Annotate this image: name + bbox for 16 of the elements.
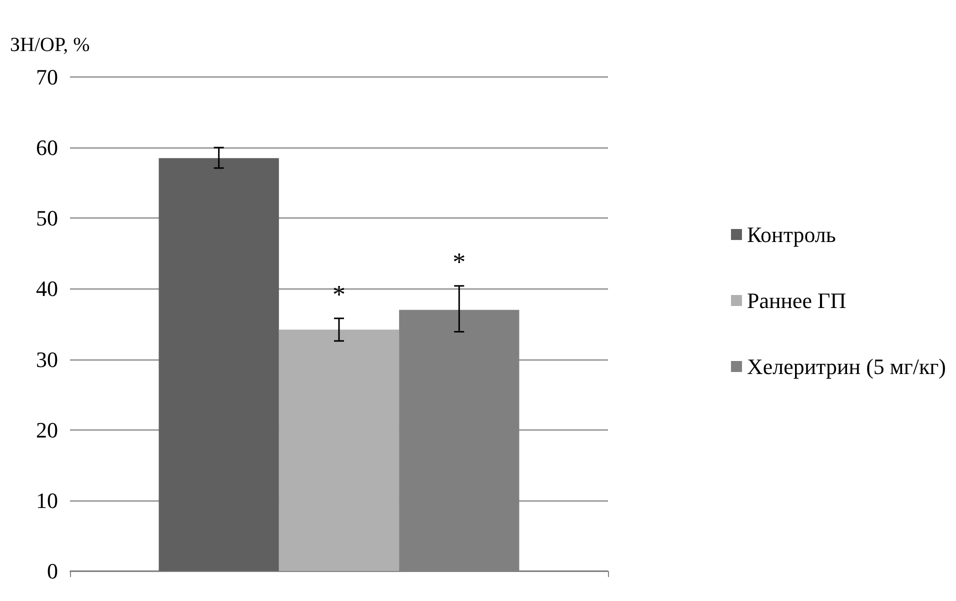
annotation: * xyxy=(332,280,346,309)
y-axis-title: ЗН/ОР, % xyxy=(10,34,90,56)
annotation: * xyxy=(452,247,466,276)
y-tick-label: 10 xyxy=(36,488,58,513)
bar xyxy=(278,330,400,571)
y-tick-label: 70 xyxy=(36,64,58,90)
y-tick-label: 50 xyxy=(36,206,58,231)
bar xyxy=(158,158,279,571)
y-tick-label: 20 xyxy=(36,417,58,442)
y-tick-label: 60 xyxy=(36,135,58,160)
legend-label: Раннее ГП xyxy=(746,288,846,313)
legend-label: Контроль xyxy=(746,222,836,247)
y-tick-label: 0 xyxy=(47,558,58,584)
y-tick-label: 30 xyxy=(36,346,58,372)
y-tick-label: 40 xyxy=(36,276,58,302)
legend-label: Хелеритрин (5 мг/кг) xyxy=(746,354,946,379)
